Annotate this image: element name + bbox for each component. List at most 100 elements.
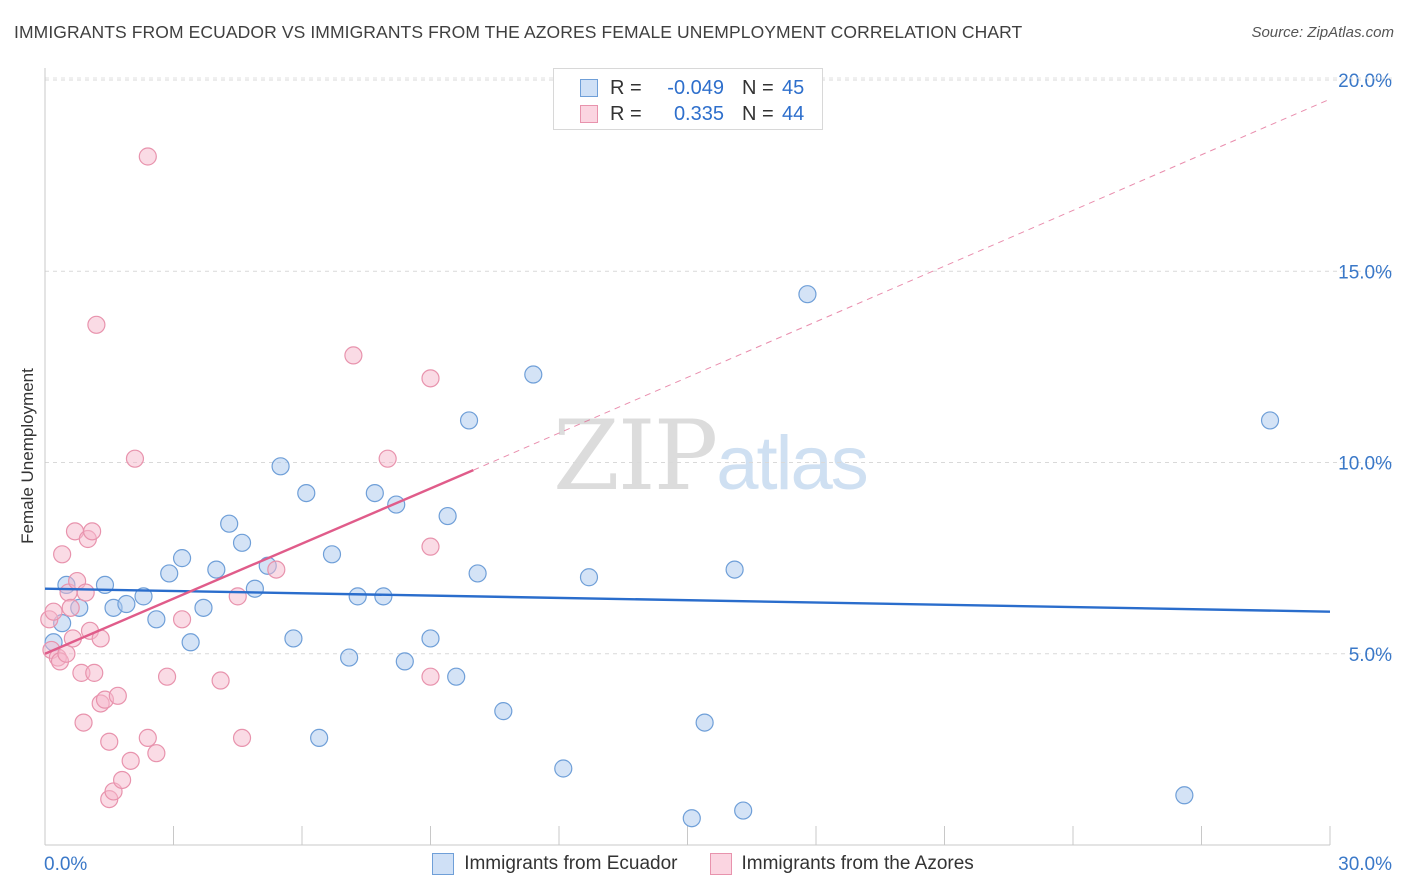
point-ecuador [160,564,179,583]
point-ecuador [194,598,213,617]
n-label: N = [742,102,774,125]
n-label: N = [742,76,774,99]
point-ecuador [459,411,479,430]
point-ecuador [438,506,457,526]
r-label: R = [610,76,642,99]
legend-swatch-azores [709,853,732,875]
r-label: R = [610,102,642,125]
legend-label-ecuador: Immigrants from Ecuador [464,853,678,874]
chart-title: IMMIGRANTS FROM ECUADOR VS IMMIGRANTS FR… [14,22,1023,42]
point-ecuador [297,484,316,503]
point-ecuador [579,568,599,587]
point-azores [267,560,286,579]
point-azores [108,686,127,705]
point-ecuador [134,587,153,606]
point-azores [53,545,72,564]
point-ecuador [117,594,136,614]
point-ecuador [232,533,252,552]
legend-swatch-ecuador [580,79,598,97]
point-azores [421,537,440,556]
y-tick-label: 10.0% [1338,454,1392,475]
point-ecuador [554,759,573,778]
point-ecuador [1175,786,1194,805]
point-azores [100,732,119,751]
trendline-azores [44,469,474,655]
point-azores [138,728,157,748]
legend-label-azores: Immigrants from the Azores [741,853,974,874]
point-ecuador [468,564,487,583]
legend-item-ecuador[interactable]: Immigrants from Ecuador [432,853,678,875]
point-azores [85,663,104,682]
point-ecuador [734,801,753,820]
y-tick-label: 20.0% [1338,71,1392,92]
point-ecuador [181,633,200,652]
y-tick-label: 5.0% [1349,645,1392,666]
point-azores [87,315,106,334]
point-azores [76,583,95,602]
point-azores [74,713,93,732]
point-azores [125,449,145,468]
point-ecuador [447,667,466,686]
point-ecuador [310,728,329,748]
point-azores [138,147,157,166]
point-azores [344,346,363,365]
point-ecuador [271,457,290,476]
point-azores [421,667,440,686]
point-azores [83,522,102,541]
r-value-azores: 0.335 [673,102,724,125]
point-ecuador [695,713,714,732]
point-ecuador [147,610,166,629]
point-azores [157,667,177,686]
point-azores [421,369,440,388]
point-azores [44,602,63,621]
point-ecuador [374,587,393,606]
point-ecuador [524,365,543,384]
point-azores [228,587,247,606]
point-ecuador [220,514,239,533]
n-value-ecuador: 45 [782,76,805,99]
watermark-zip: ZIP [553,400,718,512]
point-ecuador [1260,411,1280,430]
point-azores [232,728,252,748]
n-value-azores: 44 [782,102,805,125]
point-ecuador [284,629,303,648]
point-ecuador [207,560,226,579]
point-ecuador [245,579,264,598]
legend-item-azores[interactable]: Immigrants from the Azores [709,853,974,875]
point-azores [211,671,230,690]
y-axis-label: Female Unemployment [18,368,37,544]
legend-swatch-azores [580,105,598,123]
point-azores [121,751,140,770]
r-value-ecuador: -0.049 [667,76,724,99]
point-azores [147,744,166,763]
point-ecuador [798,285,817,304]
legend-swatch-ecuador [432,853,455,875]
legend-row-ecuador: R = -0.049 N = 45 [580,75,804,101]
point-azores [61,598,80,617]
point-ecuador [421,629,440,648]
point-ecuador [340,648,359,667]
point-ecuador [172,549,192,568]
watermark-atlas: atlas [716,421,869,506]
y-tick-label: 15.0% [1338,262,1392,283]
series-legend: Immigrants from Ecuador Immigrants from … [0,850,1406,878]
trendline-extension-azores [473,98,1331,471]
legend-row-azores: R = 0.335 N = 44 [580,101,804,127]
point-ecuador [494,702,513,721]
source-label: Source: ZipAtlas.com [1251,24,1394,41]
point-ecuador [682,809,701,828]
point-ecuador [365,484,384,503]
point-ecuador [395,652,414,671]
point-ecuador [725,560,744,579]
point-ecuador [322,545,342,564]
point-azores [112,770,132,790]
point-ecuador [348,587,367,606]
zipatlas-watermark: ZIPatlas [553,400,869,512]
x-tick-label: 30.0% [1338,854,1392,875]
trendline-ecuador [44,587,1331,613]
point-azores [172,610,192,629]
point-azores [378,449,397,468]
x-tick-label: 0.0% [44,854,87,875]
correlation-legend: R = -0.049 N = 45 R = 0.335 N = 44 [553,68,823,130]
